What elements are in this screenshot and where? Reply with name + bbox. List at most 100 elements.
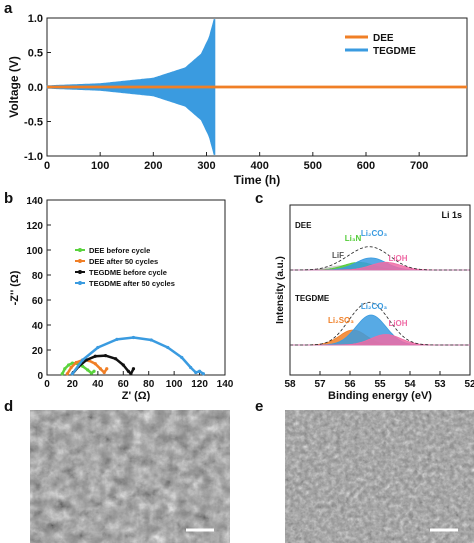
panel-a-y-tick-label: 0.5 — [28, 48, 43, 60]
panel-b-x-axis-label: Z' (Ω) — [122, 390, 151, 402]
panel-a-x-tick-label: 500 — [304, 160, 322, 172]
panel-b-y-tick-label: 40 — [32, 321, 44, 332]
panel-b-x-tick-label: 40 — [92, 379, 104, 390]
panel-c-spectra: DEELiFLi₃NLi₂CO₃LiOHTEGDMELi₂SO₃Li₂CO₃Li… — [290, 221, 470, 346]
panel-b-data-point — [93, 362, 97, 366]
panel-a-x-tick-label: 400 — [250, 160, 268, 172]
panel-b-data-point — [81, 358, 85, 362]
panel-b-data-point — [86, 368, 90, 372]
panel-a-x-tick-label: 100 — [91, 160, 109, 172]
panel-b-x-tick-label: 100 — [166, 379, 183, 390]
panel-b-y-tick-label: 0 — [37, 371, 43, 382]
panel-c-spectrum-title: DEE — [295, 221, 312, 230]
panel-d-sem-image — [30, 410, 230, 543]
panel-c-letter: c — [255, 190, 264, 207]
panel-c-x-tick-label: 58 — [284, 379, 296, 390]
panel-a-y-tick-label: 1.0 — [28, 13, 43, 25]
series-dee-voltage — [47, 85, 467, 89]
panel-b-data-point — [93, 354, 97, 358]
panel-c-envelope — [290, 246, 470, 271]
panel-c-x-tick-label: 52 — [464, 379, 474, 390]
panel-a-ticks: 0 100 200 300 400 500 600 700 -1.0 -0.5 0.0 0.5 1.0 — [24, 13, 428, 172]
panel-b-series-line — [71, 336, 205, 375]
panel-b-data-point — [103, 354, 108, 358]
panel-b-data-point — [166, 345, 170, 350]
panel-c-peak-label: Li₂SO₃ — [328, 316, 354, 325]
panel-b-data-point — [126, 369, 130, 373]
panel-e-sem-image — [285, 410, 474, 543]
panel-c-ticks: 58 57 56 55 54 53 52 — [284, 371, 474, 390]
panel-b-legend-marker — [78, 281, 82, 285]
panel-b-data-point — [131, 367, 136, 371]
panel-b-data-point — [65, 372, 69, 376]
panel-a-voltage-chart: 0 100 200 300 400 500 600 700-1.0-0.50.00.51.0 … — [7, 13, 468, 187]
panel-b-frame — [46, 199, 226, 376]
panel-c-x-tick-label: 53 — [434, 379, 446, 390]
panel-b-x-tick-label: 0 — [44, 379, 50, 390]
panel-c-component-peak — [290, 334, 470, 346]
panel-c-peak-label: Li₂CO₃ — [361, 302, 388, 311]
panel-b-x-tick-label: 60 — [118, 379, 130, 390]
panel-b-data-point — [114, 357, 118, 361]
panel-b-data-point — [74, 360, 78, 365]
panel-a-x-tick-label: 600 — [357, 160, 375, 172]
panel-b-data-point — [201, 372, 205, 376]
panel-a-x-tick-label: 700 — [410, 160, 428, 172]
panel-b-data-point — [180, 355, 184, 360]
panel-c-x-tick-label: 56 — [344, 379, 356, 390]
panel-b-y-axis-label: -Z'' (Ω) — [9, 270, 21, 305]
panel-b-legend-label: TEGDME after 50 cycles — [89, 279, 175, 288]
panel-a-x-tick-label: 200 — [144, 160, 162, 172]
panel-b-x-tick-label: 140 — [217, 379, 234, 390]
panel-b-data-point — [189, 365, 193, 370]
panel-b-impedance-chart: 0 20 40 60 80 100 120 140 0 20 40 60 80 100 120 140 DEE… — [9, 196, 234, 402]
panel-e-image-texture — [285, 410, 474, 543]
panel-b-y-tick-label: 60 — [32, 296, 44, 307]
panel-a-series — [46, 19, 467, 155]
panel-a-legend-label: TEGDME — [373, 46, 416, 57]
panel-b-data-point — [84, 358, 89, 362]
panel-b-data-point — [60, 372, 64, 376]
panel-c-peak-label: Li₃N — [345, 234, 362, 243]
panel-c-envelope — [290, 301, 470, 346]
panel-b-data-point — [69, 365, 73, 370]
panel-b-legend-marker — [78, 248, 82, 252]
panel-c-x-tick-label: 55 — [374, 379, 386, 390]
panel-b-data-point — [105, 367, 109, 371]
panel-b-x-tick-label: 120 — [191, 379, 208, 390]
panel-b-legend-label: DEE after 50 cycles — [89, 257, 158, 266]
panel-c-peak-label: LiOH — [388, 254, 407, 263]
panel-b-data-point — [129, 372, 133, 376]
panel-b-series-line — [71, 354, 135, 376]
panel-c-spectrum-title: TEGDME — [295, 294, 330, 303]
panel-c-x-axis-label: Binding energy (eV) — [328, 390, 432, 402]
panel-b-series — [60, 335, 205, 376]
panel-b-y-tick-label: 20 — [32, 346, 44, 357]
panel-b-data-point — [96, 345, 100, 350]
panel-c-peak-label: LiOH — [388, 319, 407, 328]
panel-b-x-tick-label: 20 — [67, 379, 79, 390]
panel-c-peak-label: LiF — [332, 251, 344, 260]
panel-b-data-point — [115, 337, 119, 341]
panel-b-data-point — [149, 338, 153, 342]
panel-a-legend: DEE TEGDME — [345, 33, 416, 57]
panel-b-data-point — [131, 335, 136, 340]
panel-b-data-point — [89, 371, 94, 375]
panel-d-image-texture — [30, 410, 230, 543]
panel-b-data-point — [102, 370, 106, 375]
panel-c-annotation: Li 1s — [441, 210, 462, 220]
panel-b-data-point — [63, 367, 67, 371]
panel-b-letter: b — [4, 190, 14, 207]
panel-e-letter: e — [255, 398, 264, 415]
panel-b-data-point — [197, 369, 202, 373]
panel-a-x-tick-label: 300 — [197, 160, 215, 172]
panel-b-data-point — [92, 369, 96, 373]
panel-d-letter: d — [4, 398, 14, 415]
panel-a-y-tick-label: -1.0 — [24, 151, 43, 163]
panel-b-legend: DEE before cycle DEE after 50 cycles TEGDM… — [75, 246, 175, 288]
panel-b-data-point — [121, 363, 125, 367]
panel-a-y-tick-label: -0.5 — [24, 117, 43, 129]
panel-b-legend-label: TEGDME before cycle — [89, 268, 167, 277]
panel-b-legend-marker — [78, 270, 82, 274]
